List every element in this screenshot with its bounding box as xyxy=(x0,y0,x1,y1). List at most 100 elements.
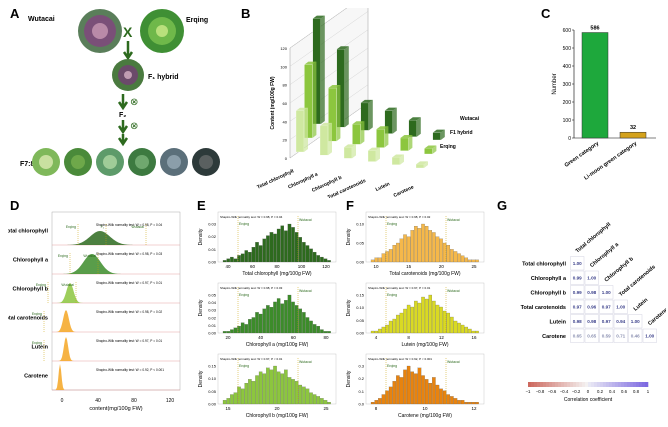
y-tick-label: 0.1 xyxy=(358,389,364,394)
colorbar-tick-label: −0.8 xyxy=(536,389,545,394)
histogram-bar xyxy=(226,331,231,334)
histogram-bar xyxy=(399,238,404,263)
histogram-bar xyxy=(269,306,274,334)
histogram-bar xyxy=(294,232,299,263)
histogram-bar xyxy=(410,230,414,263)
histogram-bar xyxy=(269,232,274,263)
x-tick-label: 25 xyxy=(323,406,329,411)
marker-label: Wutacai xyxy=(447,360,460,364)
histogram-bar xyxy=(280,225,284,263)
histogram-bar xyxy=(385,251,389,263)
histogram-bar xyxy=(276,298,281,334)
y-tick-label: 0.05 xyxy=(356,241,365,246)
heatmap-cell xyxy=(599,299,614,314)
colorbar-segment xyxy=(567,382,571,387)
panel-label-a: A xyxy=(10,6,20,21)
heatmap-cell xyxy=(570,314,585,329)
colorbar-segment xyxy=(546,382,550,387)
histogram-bar xyxy=(378,398,382,405)
colorbar-tick-label: −0.2 xyxy=(572,389,581,394)
cell-value: 0.99 xyxy=(573,276,582,281)
histogram-bar xyxy=(302,242,306,263)
bar-top xyxy=(320,122,332,126)
histogram-bar xyxy=(381,326,386,334)
bar-top xyxy=(392,154,404,158)
bar xyxy=(367,150,377,162)
density-area xyxy=(52,254,180,274)
normality-stat: Shapiro-Wilk normality test: W = 0.97, P… xyxy=(96,281,162,285)
histogram-bar xyxy=(323,258,328,263)
marker-label: Erqing xyxy=(32,312,42,316)
x-tick-label: 20 xyxy=(274,406,280,411)
x-tick-label: 8 xyxy=(407,335,410,340)
histogram-bar xyxy=(446,312,450,334)
y-tick-label: 0.15 xyxy=(208,364,217,369)
bar xyxy=(581,32,609,139)
x-tick-label: 8 xyxy=(375,406,378,411)
histogram-bar xyxy=(370,330,375,334)
histogram-bar xyxy=(468,259,472,263)
histogram-bar xyxy=(442,242,447,263)
histogram-bar xyxy=(457,322,461,334)
histogram-bar xyxy=(316,325,320,334)
heatmap-cell xyxy=(584,285,599,300)
histogram-bar xyxy=(446,245,450,263)
histogram-bar xyxy=(424,379,429,405)
y-tick-label: 0.3 xyxy=(358,364,364,369)
histogram-bar xyxy=(251,247,256,263)
marker-label: Erqing xyxy=(32,341,42,345)
heatmap-cell xyxy=(584,314,599,329)
bar-side xyxy=(376,147,380,162)
series-label: Erqing xyxy=(440,144,456,150)
cell-value: 0.94 xyxy=(616,319,625,324)
histogram-bar xyxy=(471,330,476,334)
histogram-bar xyxy=(421,296,425,334)
histogram-bar xyxy=(471,259,476,263)
column-label: Chlorophyll b xyxy=(604,256,635,284)
y-tick-label: 0.02 xyxy=(208,234,217,239)
cross-symbol: X xyxy=(123,24,133,40)
x-tick-label: 120 xyxy=(322,264,330,269)
bar-top xyxy=(416,161,428,165)
histogram-bar xyxy=(446,394,450,405)
colorbar-segment xyxy=(600,382,604,387)
bar-side xyxy=(312,61,317,138)
histogram-bar xyxy=(428,294,432,334)
y-tick-label: 200 xyxy=(563,100,572,106)
histogram-bar xyxy=(388,249,393,263)
histogram-bar xyxy=(464,326,468,334)
arrow-down-icon xyxy=(117,94,129,111)
cell-value: 0.98 xyxy=(587,290,596,295)
x-axis-label: Chlorophyll b (mg/100g FW) xyxy=(246,413,309,419)
marker-label: Erqing xyxy=(36,283,46,287)
histogram-bar xyxy=(276,228,281,263)
bar-side xyxy=(336,85,341,142)
bar xyxy=(424,148,433,155)
histogram-bar xyxy=(406,365,411,405)
histogram-bar xyxy=(374,400,379,405)
histogram-bar xyxy=(370,259,375,263)
bar-side xyxy=(432,145,437,154)
marker-label: Wutacai xyxy=(131,225,144,229)
y-tick-label: 0.03 xyxy=(208,222,217,227)
colorbar-segment xyxy=(645,382,649,387)
gridline xyxy=(289,8,348,49)
histogram-bar xyxy=(294,305,299,334)
marker-label: F₁ xyxy=(101,225,105,229)
heatmap-cell xyxy=(570,285,585,300)
histogram-bar xyxy=(468,328,472,334)
histogram-bar xyxy=(237,325,241,334)
marker-label: Wutacai xyxy=(299,360,312,364)
bar-side xyxy=(344,46,349,128)
histogram-bar xyxy=(406,236,411,263)
histogram-bar xyxy=(302,312,306,334)
y-tick-label: 40 xyxy=(283,119,288,124)
panel-d-ridgeline-chart: Total chlorophyll Shapiro-Wilk normality … xyxy=(8,211,181,412)
histogram-bar xyxy=(471,402,476,405)
histogram-bar xyxy=(370,402,375,405)
bar xyxy=(391,157,401,165)
x-axis-label: Carotene (mg/100g FW) xyxy=(398,413,452,419)
heatmap-cell xyxy=(599,314,614,329)
histogram-bar xyxy=(248,251,252,263)
histogram-bar xyxy=(312,251,317,263)
